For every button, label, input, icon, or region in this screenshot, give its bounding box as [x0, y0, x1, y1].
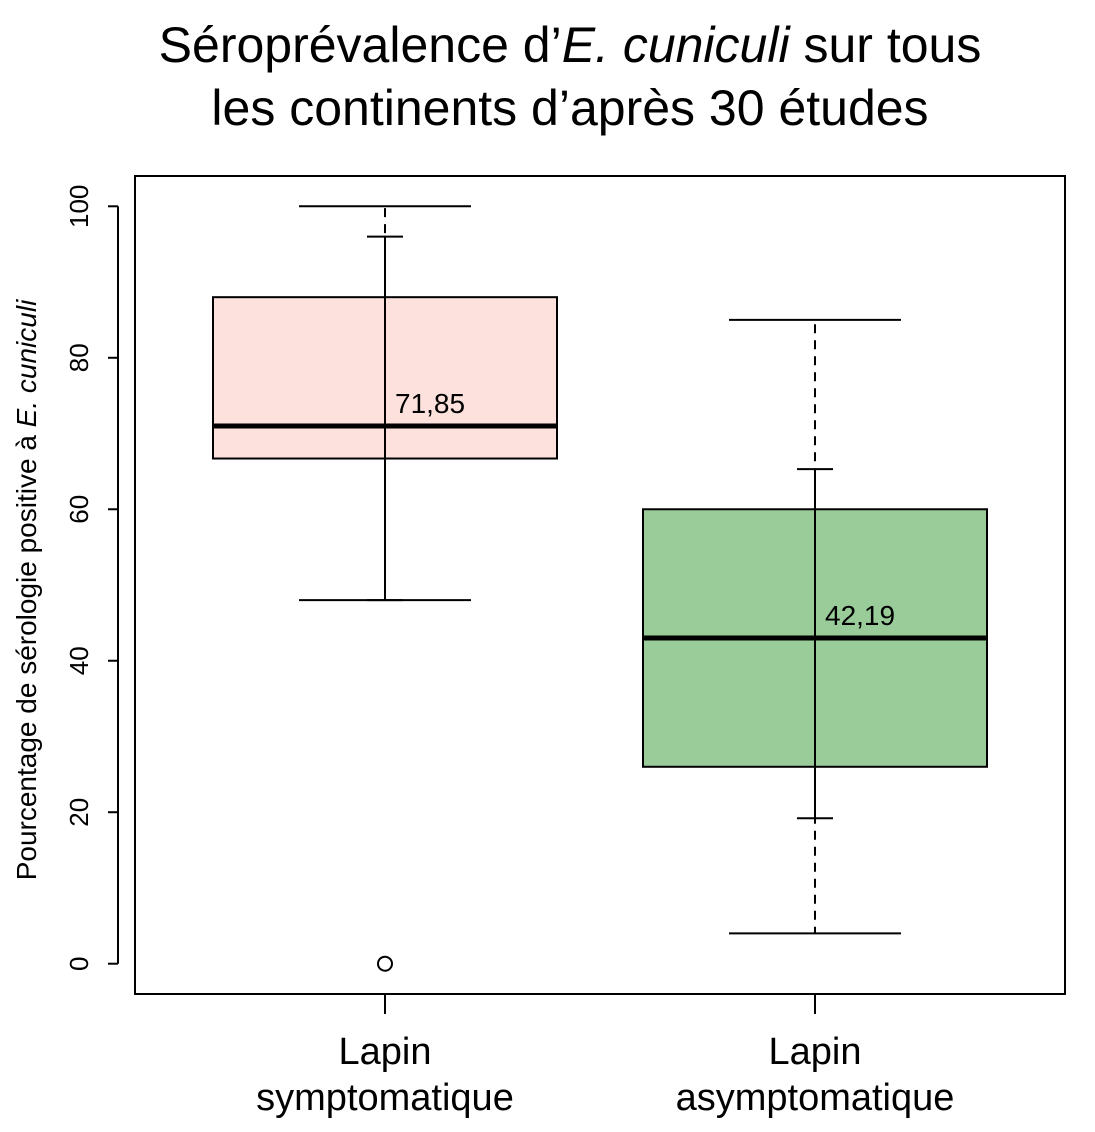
outlier-point — [377, 955, 393, 972]
plot-frame — [134, 175, 1066, 995]
y-tick-label: 100 — [64, 185, 94, 228]
chart-title-line-2: les continents d’après 30 études — [211, 80, 928, 136]
box-group: 71,85 — [212, 205, 558, 972]
chart-title-line-2-part-1: les continents d’après 30 études — [211, 80, 928, 136]
chart-title-line-1: Séroprévalence d’E. cuniculi sur tous — [159, 17, 982, 73]
y-axis: 0 20 40 60 80 100 — [64, 185, 119, 971]
y-axis-label-part-1: Pourcentage de sérologie positive à — [11, 427, 42, 880]
box-series: 71,85 42,19 — [212, 205, 988, 972]
x-category-label: asymptomatique — [676, 1077, 955, 1119]
median-value-label: 42,19 — [825, 600, 895, 631]
chart-title-line-1-part-2: E. cuniculi — [562, 17, 792, 73]
y-axis-label-part-2: E. cuniculi — [11, 299, 42, 427]
x-category-label: Lapin — [769, 1031, 862, 1073]
y-tick-label: 60 — [64, 495, 94, 524]
y-tick-label: 40 — [64, 646, 94, 675]
box-group: 42,19 — [642, 318, 988, 935]
chart-title-line-1-part-3: sur tous — [790, 17, 982, 73]
y-tick-label: 0 — [64, 956, 94, 970]
median-value-label: 71,85 — [395, 388, 465, 419]
x-category-label: symptomatique — [256, 1077, 514, 1119]
y-axis-label: Pourcentage de sérologie positive à E. c… — [11, 299, 42, 880]
x-category-label: Lapin — [339, 1031, 432, 1073]
chart-title-line-1-part-1: Séroprévalence d’ — [159, 17, 562, 73]
y-tick-label: 20 — [64, 798, 94, 827]
y-tick-label: 80 — [64, 343, 94, 372]
